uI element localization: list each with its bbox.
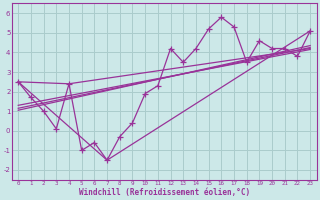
X-axis label: Windchill (Refroidissement éolien,°C): Windchill (Refroidissement éolien,°C) [79, 188, 250, 197]
